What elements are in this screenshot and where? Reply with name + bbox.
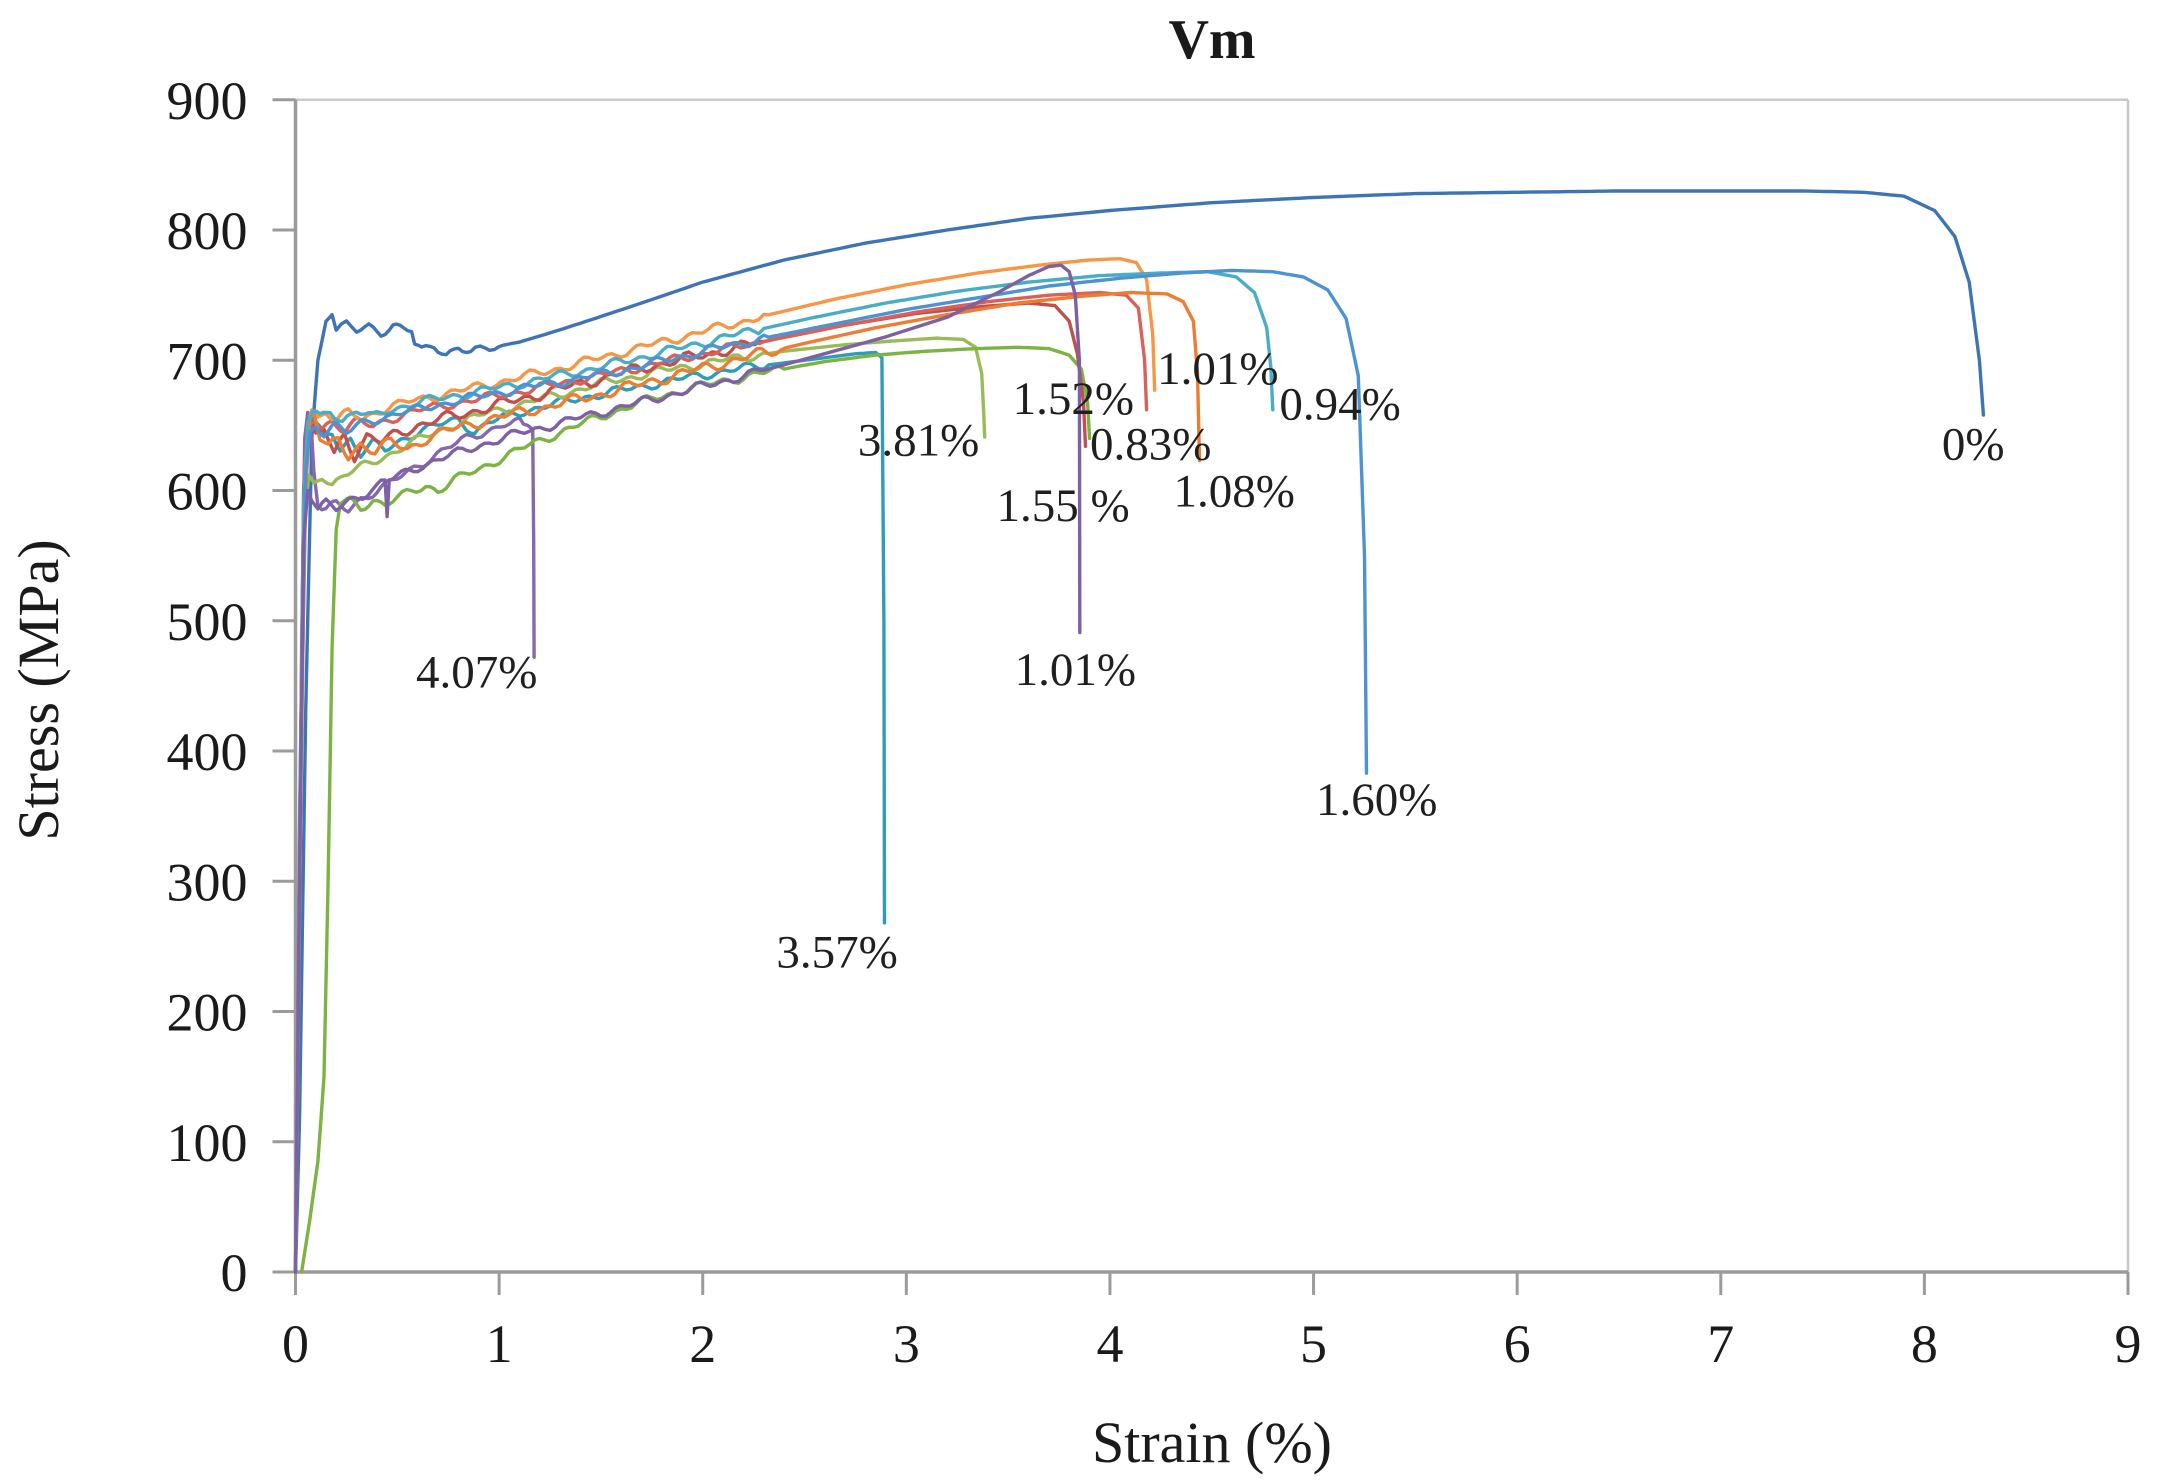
series-curve-1.01pct xyxy=(293,263,1082,1274)
curve-label: 1.08% xyxy=(1173,466,1294,518)
y-tick-label: 400 xyxy=(167,722,248,782)
series-curve-1.55pct xyxy=(293,301,1088,1274)
chart-title: Vm xyxy=(1168,9,1255,71)
x-tick-label: 7 xyxy=(1707,1314,1734,1374)
curve-label: 1.01% xyxy=(1015,644,1136,696)
curve-label: 1.01% xyxy=(1157,343,1278,395)
y-tick-label: 800 xyxy=(167,201,248,261)
curve-label: 0.83% xyxy=(1090,419,1211,471)
series-curve-0.94pct xyxy=(293,270,1275,1274)
series-curve-3.57pct xyxy=(293,350,887,1274)
series-curve-4.07pct xyxy=(293,410,536,1274)
series-curve-3.81pct xyxy=(293,336,987,1274)
plot-area: 0 100 200 300 400 500 600 700 800 900 0 1 2 3 4 5 6 7 8 9 0%… xyxy=(167,71,2142,1374)
x-tick-label: 8 xyxy=(1911,1314,1938,1374)
y-tick-label: 0 xyxy=(221,1243,248,1303)
y-tick-label: 900 xyxy=(167,71,248,131)
y-tick-label: 200 xyxy=(167,983,248,1043)
y-tick-label: 700 xyxy=(167,331,248,391)
y-tick-label: 100 xyxy=(167,1113,248,1173)
series-curve-1.60pct xyxy=(293,268,1369,1274)
curve-label: 4.07% xyxy=(416,647,537,699)
y-axis-title: Stress (MPa) xyxy=(6,539,71,840)
x-tick-label: 3 xyxy=(893,1314,920,1374)
y-tick-label: 500 xyxy=(167,592,248,652)
curve-label: 1.52% xyxy=(1013,373,1134,425)
x-tick-label: 1 xyxy=(486,1314,513,1374)
curve-label: 0.94% xyxy=(1279,378,1400,430)
series-curve-0pct xyxy=(293,189,1986,1274)
curve-label: 1.55 % xyxy=(997,480,1130,532)
x-tick-label: 5 xyxy=(1300,1314,1327,1374)
curve-label: 3.81% xyxy=(858,415,979,467)
y-tick-label: 600 xyxy=(167,462,248,522)
curve-label: 1.60% xyxy=(1316,774,1437,826)
series-curve-1.52pct xyxy=(299,345,1092,1274)
curve-label: 3.57% xyxy=(776,927,897,979)
series-curve-1.01pct xyxy=(293,290,1149,1274)
x-tick-label: 4 xyxy=(1096,1314,1123,1374)
series-curve-1.08pct xyxy=(293,290,1202,1274)
x-tick-label: 2 xyxy=(689,1314,716,1374)
y-tick-label: 300 xyxy=(167,852,248,912)
curve-label: 0% xyxy=(1942,419,2005,471)
x-axis-title: Strain (%) xyxy=(1092,1410,1332,1475)
x-tick-label: 6 xyxy=(1504,1314,1531,1374)
x-tick-label: 9 xyxy=(2115,1314,2142,1374)
x-tick-label: 0 xyxy=(282,1314,309,1374)
